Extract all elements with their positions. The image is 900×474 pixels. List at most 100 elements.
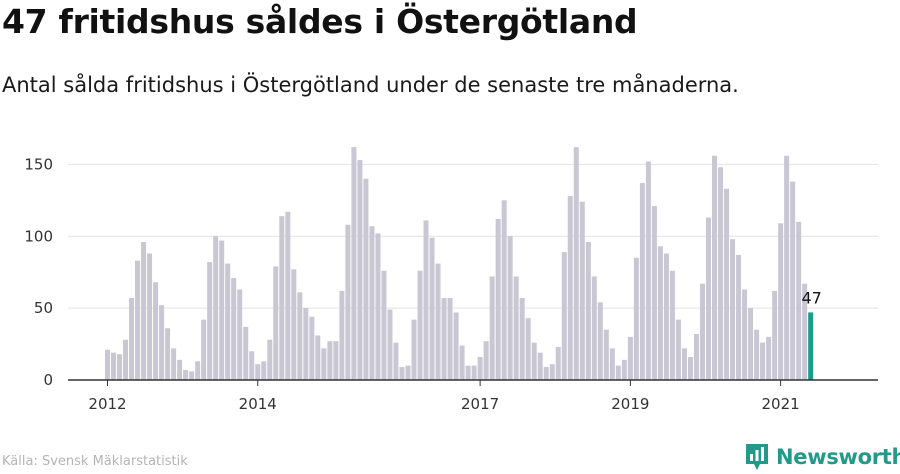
bar xyxy=(603,329,609,380)
bar xyxy=(543,367,549,380)
bars xyxy=(105,147,814,381)
bar xyxy=(333,341,339,380)
brand-logo[interactable]: Newsworthy xyxy=(744,442,900,472)
bar xyxy=(591,276,597,380)
bar xyxy=(742,289,748,380)
y-tick-label: 0 xyxy=(43,371,53,389)
bar xyxy=(531,342,537,381)
bar xyxy=(651,206,657,380)
bar xyxy=(291,269,297,380)
data-labels: 47 xyxy=(801,288,821,307)
x-tick-label: 2019 xyxy=(611,395,649,413)
bar xyxy=(219,240,225,380)
bar xyxy=(681,348,687,381)
bar-highlight xyxy=(808,312,814,380)
bar xyxy=(471,365,477,381)
bar xyxy=(153,282,159,380)
bar xyxy=(339,290,345,381)
bar xyxy=(177,359,183,381)
bar xyxy=(195,361,201,380)
source-note: Källa: Svensk Mäklarstatistik xyxy=(2,454,188,469)
bar xyxy=(165,328,171,380)
bar xyxy=(609,348,615,381)
bar xyxy=(363,178,369,380)
bar xyxy=(507,236,513,380)
bar xyxy=(237,289,243,380)
bar xyxy=(633,257,639,380)
bar xyxy=(279,216,285,381)
bar xyxy=(417,270,423,380)
bar xyxy=(189,371,195,381)
bar xyxy=(706,217,711,380)
bar xyxy=(159,305,165,380)
bar xyxy=(423,220,429,380)
bar xyxy=(621,359,627,381)
bar xyxy=(693,334,699,380)
bar xyxy=(225,263,231,380)
bar xyxy=(345,224,351,380)
bar xyxy=(495,219,501,380)
bar xyxy=(489,276,495,380)
bar xyxy=(201,319,207,381)
bar xyxy=(129,298,135,380)
bar xyxy=(537,352,543,380)
bar xyxy=(135,260,141,380)
page-subtitle: Antal sålda fritidshus i Östergötland un… xyxy=(2,73,739,97)
bar xyxy=(627,336,633,381)
bar xyxy=(754,329,760,380)
bar xyxy=(573,147,579,381)
bar xyxy=(255,364,261,380)
bar xyxy=(730,239,736,381)
bar xyxy=(351,147,357,381)
bar xyxy=(712,155,718,380)
bar xyxy=(309,316,315,380)
bar xyxy=(699,283,705,380)
page-title: 47 fritidshus såldes i Östergötland xyxy=(2,2,638,41)
bar xyxy=(111,352,117,380)
bar xyxy=(171,348,177,381)
bar xyxy=(243,326,249,380)
bar xyxy=(435,263,441,380)
bar xyxy=(183,369,189,380)
bar xyxy=(724,188,730,380)
bar xyxy=(669,270,675,380)
bar xyxy=(513,276,519,380)
bar xyxy=(687,357,693,380)
bar xyxy=(399,367,405,380)
bar xyxy=(459,345,465,380)
bar xyxy=(207,262,213,381)
bar xyxy=(597,302,603,381)
bar xyxy=(639,183,645,380)
x-axis-ticks: 2012 2014 2017 2019 2021 xyxy=(88,380,800,413)
bar xyxy=(772,290,778,381)
bar xyxy=(663,253,669,380)
bar xyxy=(303,308,309,381)
x-tick-label: 2021 xyxy=(762,395,800,413)
bar xyxy=(718,167,724,380)
brand-name: Newsworthy xyxy=(776,445,900,469)
bar xyxy=(645,161,651,380)
bar xyxy=(760,342,766,381)
bar xyxy=(267,339,273,380)
bar xyxy=(796,221,802,381)
bar xyxy=(357,160,363,380)
bar xyxy=(405,365,411,381)
bar xyxy=(465,365,471,381)
bar xyxy=(453,312,459,380)
bar xyxy=(784,155,790,380)
bar xyxy=(501,200,507,380)
bar xyxy=(555,346,561,380)
bar xyxy=(549,364,555,380)
bar xyxy=(273,266,279,380)
bar xyxy=(790,181,796,381)
bar xyxy=(766,336,772,381)
bar xyxy=(141,242,147,380)
bar xyxy=(567,196,573,380)
bar xyxy=(778,223,784,380)
bar xyxy=(381,270,387,380)
bar xyxy=(585,242,591,380)
highlight-data-label: 47 xyxy=(801,288,821,307)
bar xyxy=(483,341,489,380)
bar xyxy=(375,233,381,381)
